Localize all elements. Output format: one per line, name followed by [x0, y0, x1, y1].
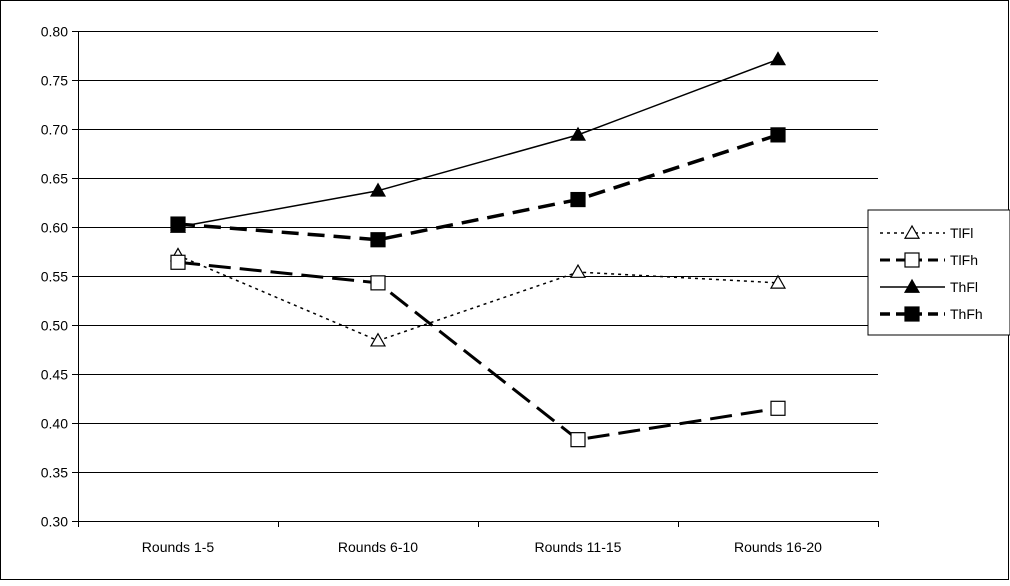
y-tick-label: 0.35 — [41, 465, 68, 481]
legend-box — [867, 209, 1010, 336]
y-tick-label: 0.50 — [41, 318, 68, 334]
x-tick-label: Rounds 11-15 — [535, 539, 622, 555]
data-point-ThFh — [570, 191, 586, 208]
legend-label: TlFl — [950, 225, 973, 241]
y-tick-label: 0.70 — [41, 122, 68, 138]
series-line-TlFl — [177, 254, 779, 342]
x-tick-label: Rounds 16-20 — [734, 539, 822, 555]
data-point-ThFl — [369, 182, 387, 197]
legend-label: ThFl — [950, 279, 978, 295]
series-line-TlFh — [177, 260, 779, 442]
x-tick-label: Rounds 6-10 — [338, 539, 418, 555]
data-point-ThFh — [170, 216, 186, 232]
data-point-TlFh — [370, 275, 386, 291]
series-line-ThFl — [177, 58, 779, 228]
data-point-TlFh — [570, 432, 586, 448]
data-point-TlFl — [769, 274, 787, 289]
legend-label: TlFh — [950, 252, 978, 268]
data-point-TlFh — [770, 400, 786, 416]
y-tick-label: 0.55 — [41, 269, 68, 285]
x-tick-label: Rounds 1-5 — [142, 539, 215, 555]
y-tick-label: 0.75 — [41, 73, 68, 89]
legend-marker-TlFh — [904, 252, 920, 268]
data-point-ThFh — [770, 127, 786, 143]
axes: 0.30 0.35 0.40 0.45 0.50 0.55 0.60 0.65 0.70 0.75… — [41, 24, 879, 555]
legend-label: ThFh — [950, 306, 983, 322]
data-point-ThFl — [569, 126, 587, 141]
legend-marker-TlFl — [903, 224, 921, 239]
series-lines — [169, 51, 787, 448]
legend-marker-ThFl — [903, 278, 921, 293]
y-tick-label: 0.30 — [41, 514, 68, 530]
data-point-ThFh — [370, 232, 386, 248]
data-point-TlFl — [369, 332, 387, 347]
data-point-ThFl — [769, 51, 787, 66]
y-tick-label: 0.65 — [41, 171, 68, 187]
y-tick-label: 0.40 — [41, 416, 68, 432]
y-tick-label: 0.45 — [41, 367, 68, 383]
legend-marker-ThFh — [904, 306, 920, 322]
data-point-TlFl — [569, 263, 587, 278]
y-tick-label: 0.60 — [41, 220, 68, 236]
data-point-TlFh — [170, 254, 186, 270]
y-tick-label: 0.80 — [41, 24, 68, 40]
series-line-ThFh — [177, 133, 779, 242]
legend: TlFl TlFh ThFl ThFh — [867, 209, 1010, 336]
